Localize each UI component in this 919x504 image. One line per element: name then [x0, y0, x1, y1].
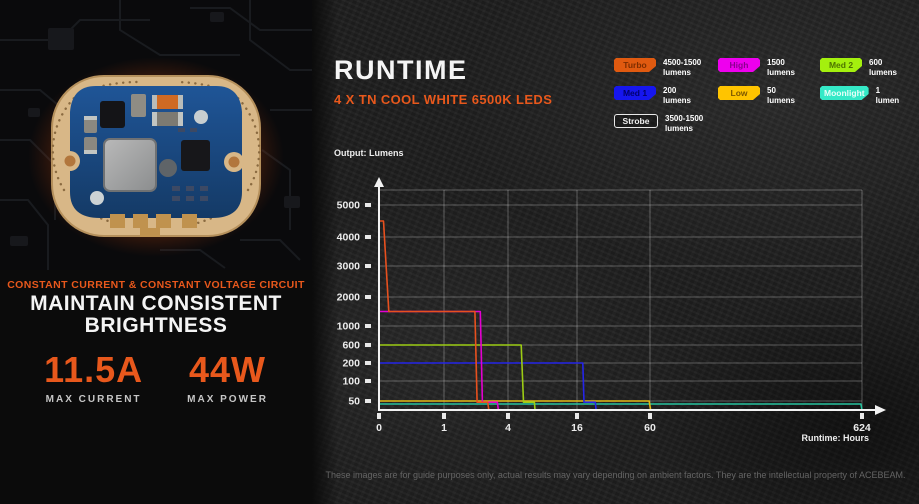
runtime-chart: 5000 4000 3000 2000 1000 600 200 100 50 0 1 4 16 60 62…: [337, 177, 886, 434]
circuit-caption: CONSTANT CURRENT & CONSTANT VOLTAGE CIRC…: [7, 279, 305, 291]
legend-mode-badge: Med 2: [820, 58, 862, 72]
headline-line1: MAINTAIN CONSISTENT: [30, 292, 282, 315]
page-subtitle: 4 X TN COOL WHITE 6500K LEDS: [334, 92, 553, 107]
pcb-bottom-tabs: [110, 214, 197, 237]
legend-lumens-text: 3500-1500 lumens: [665, 114, 704, 133]
legend-lumens-text: 600 lumens: [869, 58, 898, 77]
series-line-med-1: [379, 362, 597, 411]
x-tick-mark: [648, 413, 652, 419]
y-tick-mark: [365, 379, 371, 383]
x-tick-label: 0: [376, 422, 382, 434]
stat-label: MAX CURRENT: [45, 394, 142, 405]
stat-value: 44W: [189, 349, 267, 390]
y-tick-label: 200: [342, 358, 360, 370]
legend-lumens-text: 1 lumen: [875, 86, 900, 105]
series-line-low: [379, 400, 652, 411]
right-panel: RUNTIME 4 X TN COOL WHITE 6500K LEDS Tur…: [312, 0, 919, 504]
headline: MAINTAIN CONSISTENT BRIGHTNESS: [0, 293, 312, 337]
y-tick-mark: [365, 203, 371, 207]
y-tick-label: 5000: [337, 200, 361, 212]
y-tick-label: 3000: [337, 261, 361, 273]
x-tick-label: 16: [571, 422, 583, 434]
pcb-photo: [0, 0, 312, 270]
legend-lumens-text: 200 lumens: [663, 86, 692, 105]
legend-mode-badge: Moonlight: [820, 86, 869, 100]
legend-lumens-text: 4500-1500 lumens: [663, 58, 702, 77]
legend-lumens-text: 50 lumens: [767, 86, 796, 105]
x-tick-mark: [377, 413, 381, 419]
pcb-small-parts: [172, 128, 208, 201]
y-tick-label: 50: [348, 396, 360, 408]
series-line-turbo: [379, 220, 490, 411]
legend-mode-badge: Low: [718, 86, 760, 100]
pcb-inductor: [103, 138, 157, 192]
disclaimer-text: These images are for guide purposes only…: [325, 470, 906, 480]
x-tick-mark: [860, 413, 864, 419]
legend-item: Turbo 4500-1500 lumens: [614, 58, 718, 77]
series-line-med-2: [379, 344, 536, 411]
legend-item: Moonlight 1 lumen: [820, 86, 918, 105]
x-tick-mark: [506, 413, 510, 419]
y-tick-mark: [365, 343, 371, 347]
pcb-photo-illustration: [0, 0, 312, 270]
x-tick-label: 1: [441, 422, 447, 434]
chart-legend: Turbo 4500-1500 lumens High 1500 lumens Me…: [614, 58, 918, 133]
legend-item: Med 2 600 lumens: [820, 58, 918, 77]
x-tick-label: 60: [644, 422, 656, 434]
x-axis-arrow: [875, 405, 886, 415]
y-axis-caption: Output: Lumens: [334, 148, 404, 158]
y-tick-mark: [365, 361, 371, 365]
pcb-ic-chip: [181, 140, 210, 171]
x-axis-caption: Runtime: Hours: [801, 433, 870, 443]
headline-line2: BRIGHTNESS: [84, 314, 228, 337]
y-tick-label: 600: [342, 340, 360, 352]
y-tick-label: 1000: [337, 321, 361, 333]
y-tick-mark: [365, 264, 371, 268]
legend-item: Med 1 200 lumens: [614, 86, 718, 105]
legend-item: Strobe 3500-1500 lumens: [614, 114, 718, 133]
legend-mode-badge: High: [718, 58, 760, 72]
panel-seam: [312, 0, 338, 504]
legend-mode-badge: Turbo: [614, 58, 656, 72]
y-tick-mark: [365, 324, 371, 328]
stat-value: 11.5A: [44, 349, 144, 390]
pcb-pads: [10, 12, 300, 246]
y-tick-mark: [365, 399, 371, 403]
y-tick-label: 4000: [337, 232, 361, 244]
page-title: RUNTIME: [334, 55, 468, 85]
series-line-moonlight: [379, 403, 863, 411]
stat-max-current: 11.5A MAX CURRENT: [44, 349, 144, 406]
y-tick-label: 100: [342, 376, 360, 388]
stats-row: 11.5A MAX CURRENT 44W MAX POWER: [0, 349, 312, 406]
x-tick-mark: [575, 413, 579, 419]
left-panel: CONSTANT CURRENT & CONSTANT VOLTAGE CIRC…: [0, 0, 312, 504]
y-tick-mark: [365, 295, 371, 299]
legend-lumens-text: 1500 lumens: [767, 58, 796, 77]
x-tick-label: 624: [853, 422, 871, 434]
x-tick-mark: [442, 413, 446, 419]
y-tick-label: 2000: [337, 292, 361, 304]
y-axis-arrow: [374, 177, 384, 187]
legend-mode-badge: Med 1: [614, 86, 656, 100]
y-tick-mark: [365, 235, 371, 239]
stat-label: MAX POWER: [187, 394, 268, 405]
x-tick-label: 4: [505, 422, 511, 434]
stat-max-power: 44W MAX POWER: [187, 349, 268, 406]
legend-item: Low 50 lumens: [718, 86, 820, 105]
legend-item: High 1500 lumens: [718, 58, 820, 77]
legend-mode-badge: Strobe: [614, 114, 658, 128]
